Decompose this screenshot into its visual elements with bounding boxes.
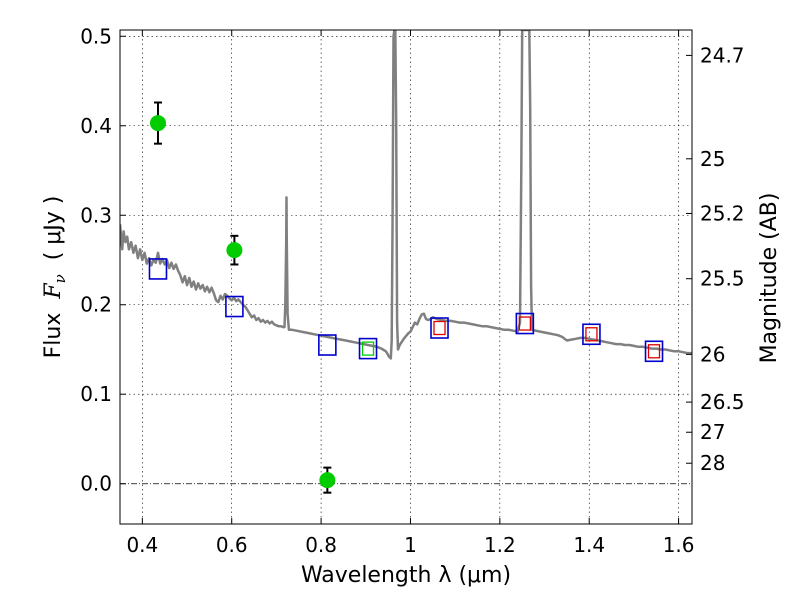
inner-marker-square	[518, 316, 532, 331]
model-photometry-square	[515, 312, 535, 335]
y2-tick-label: 27	[700, 420, 725, 444]
model-photometry-square	[318, 334, 337, 356]
model-photometry-square	[358, 337, 378, 360]
spectrum-line	[120, 30, 692, 360]
y-tick-label: 0.4	[80, 114, 112, 138]
y2-tick-label: 26.5	[700, 390, 745, 414]
tick-marks	[120, 30, 692, 524]
plot-frame	[119, 29, 693, 525]
model-photometry-square	[582, 323, 601, 346]
y-axis-label: Flux Fν ( μJy )	[41, 196, 69, 359]
observed-flux-point	[149, 115, 166, 132]
x-tick-label: 1	[404, 533, 417, 557]
y-tick-label: 0.5	[80, 24, 112, 48]
inner-marker-square	[361, 341, 375, 356]
y-axis-label-sub: ν	[51, 274, 69, 283]
inner-marker-square	[647, 344, 661, 359]
observed-flux-point	[319, 472, 336, 489]
y-tick-label: 0.1	[80, 382, 112, 406]
x-axis-label: Wavelength λ (μm)	[301, 563, 511, 588]
y2-tick-label: 24.7	[700, 43, 745, 67]
model-photometry-square	[644, 340, 664, 363]
y2-tick-label: 25.2	[700, 201, 745, 225]
y2-tick-label: 25	[700, 147, 725, 171]
x-tick-labels: 0.4 0.6 0.8 1 1.2 1.4 1.6	[126, 533, 694, 557]
y-tick-label: 0.0	[80, 472, 112, 496]
x-tick-label: 1.4	[573, 533, 605, 557]
y2-tick-labels: 24.7 25 25.2 25.5 26 26.5 27 28	[700, 43, 745, 475]
grid-lines	[120, 30, 692, 524]
plot-background	[120, 30, 692, 524]
inner-marker-square	[585, 327, 598, 342]
x-tick-label: 0.8	[305, 533, 337, 557]
y2-tick-label: 26	[700, 342, 725, 366]
y2-axis-label: Magnitude (AB)	[757, 193, 782, 364]
model-photometry-square	[225, 295, 244, 318]
model-photometry-square	[148, 258, 168, 280]
series-layer	[120, 30, 692, 494]
y-tick-label: 0.2	[80, 293, 112, 317]
y-tick-labels: 0.0 0.1 0.2 0.3 0.4 0.5	[80, 24, 112, 495]
observed-flux-point	[226, 242, 243, 259]
y2-tick-label: 25.5	[700, 267, 745, 291]
x-tick-label: 1.2	[484, 533, 516, 557]
x-tick-label: 0.6	[216, 533, 248, 557]
x-tick-label: 0.4	[126, 533, 158, 557]
x-tick-label: 1.6	[663, 533, 695, 557]
y-tick-label: 0.3	[80, 203, 112, 227]
model-photometry-square	[430, 317, 449, 339]
y-axis-label-var: F	[41, 283, 66, 300]
inner-marker-square	[433, 320, 446, 336]
y2-tick-label: 28	[700, 451, 725, 475]
